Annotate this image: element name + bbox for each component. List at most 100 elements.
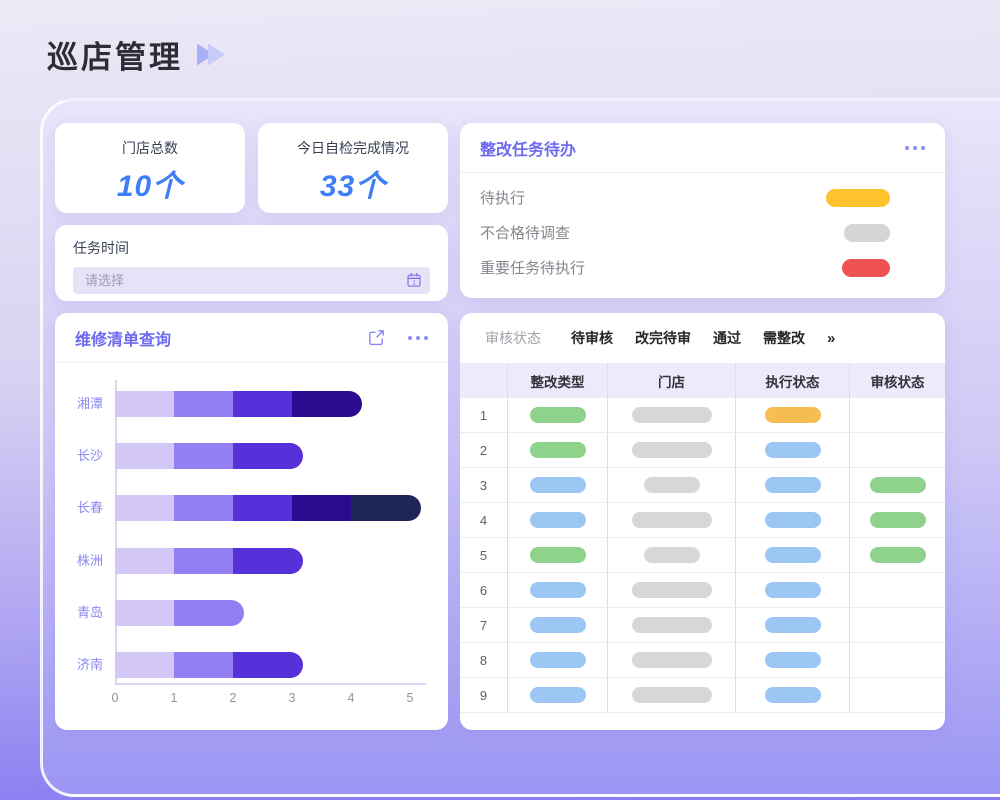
table-cell [508,468,608,502]
chart-x-tick-label: 0 [111,691,119,705]
chart-bar-segment [233,495,292,521]
row-number-cell: 4 [460,503,508,537]
row-number: 2 [479,442,488,458]
row-number: 4 [479,512,488,528]
status-pill [529,687,586,703]
share-icon[interactable] [367,328,386,347]
todo-item-label: 待执行 [480,190,526,207]
status-pill [529,617,586,633]
table-cell [736,573,850,607]
chart-bar-segment [351,495,421,521]
table-cell [850,398,945,432]
status-pill [842,258,890,277]
chart-bar-segment [174,652,233,678]
table-row[interactable]: 5 [460,538,945,573]
table-cell [736,643,850,677]
table-row[interactable]: 3 [460,468,945,503]
row-number: 6 [479,582,488,598]
todo-item[interactable]: 重要任务待执行 [460,250,945,285]
table-cell [736,503,850,537]
status-pill [869,477,926,493]
table-row[interactable]: 7 [460,608,945,643]
ellipsis-icon[interactable] [905,145,925,150]
table-cell [508,538,608,572]
table-cell [850,468,945,502]
status-pill [529,512,586,528]
table-row[interactable]: 9 [460,678,945,713]
row-number-cell: 9 [460,678,508,712]
table-row[interactable]: 2 [460,433,945,468]
chart-bar [115,600,244,626]
filter-tab-1[interactable]: 改完待审 [635,330,691,346]
table-cell [850,503,945,537]
row-number: 5 [479,547,488,563]
row-number-cell: 1 [460,398,508,432]
chart-bar-segment [174,600,244,626]
double-play-icon [197,43,225,66]
chart-bar-segment [174,443,233,469]
filter-tab-0[interactable]: 待审核 [571,330,613,346]
table-cell [508,503,608,537]
filter-tab-3[interactable]: 需整改 [763,330,805,346]
table-cell [850,573,945,607]
chart-bar-segment [174,391,233,417]
chart-bar-segment [174,548,233,574]
ellipsis-icon[interactable] [408,335,428,340]
stat-label: 门店总数 [122,140,178,156]
table-header-cell: 整改类型 [508,363,608,398]
status-pill [643,547,700,563]
table-row[interactable]: 4 [460,503,945,538]
task-time-input[interactable] [73,267,430,294]
todo-item[interactable]: 不合格待调查 [460,215,945,250]
chart-category-label: 湘潭 [76,396,103,411]
table-cell [508,573,608,607]
chart-category-label: 长沙 [76,448,103,463]
chart-bar [115,495,421,521]
stat-label: 今日自检完成情况 [297,140,409,156]
chart-bar-segment [233,391,292,417]
play-icon [208,43,225,66]
status-pill [764,547,821,563]
status-pill [643,477,700,493]
chart-bar [115,548,303,574]
chart-bar-segment [292,391,362,417]
row-number-cell: 6 [460,573,508,607]
row-number: 8 [479,652,488,668]
table-row[interactable]: 8 [460,643,945,678]
table-header-cell: 审核状态 [870,374,925,390]
todo-item-label: 不合格待调查 [480,225,571,242]
status-pill [529,407,586,423]
chart-bar [115,443,303,469]
filter-more-button[interactable]: » [827,329,836,347]
table-row[interactable]: 1 [460,398,945,433]
todo-item-label: 重要任务待执行 [480,260,586,277]
filter-tab-2[interactable]: 通过 [713,330,741,346]
stat-value: 10个 [116,170,184,203]
status-pill [529,442,586,458]
table-cell [850,433,945,467]
todo-item[interactable]: 待执行 [460,180,945,215]
status-pill [631,687,712,703]
table-cell [608,503,736,537]
chart-category-label: 济南 [76,657,103,672]
table-cell [850,643,945,677]
chart-bar-row: 济南 [55,652,448,678]
calendar-icon[interactable]: 1 [406,272,422,293]
status-pill [529,582,586,598]
table-cell [608,678,736,712]
chart-bar-row: 青岛 [55,600,448,626]
review-table: 整改类型 门店 执行状态 审核状态 1 2 3 4 5 6 7 8 9 [460,363,945,713]
chart-bar-segment [115,548,174,574]
status-pill [764,477,821,493]
table-row[interactable]: 6 [460,573,945,608]
task-time-card: 任务时间 1 [55,225,448,301]
status-pill [631,512,712,528]
page-header: 巡店管理 [47,32,225,77]
status-pill [631,652,712,668]
row-number: 1 [479,407,488,423]
review-status-panel: 审核状态 待审核 改完待审 通过 需整改 » 整改类型 门店 执行状态 审核状态 1 2 3 4 5 6 7… [460,313,945,730]
table-cell [608,433,736,467]
table-cell [608,538,736,572]
table-cell [608,398,736,432]
chart-bar-row: 株洲 [55,548,448,574]
